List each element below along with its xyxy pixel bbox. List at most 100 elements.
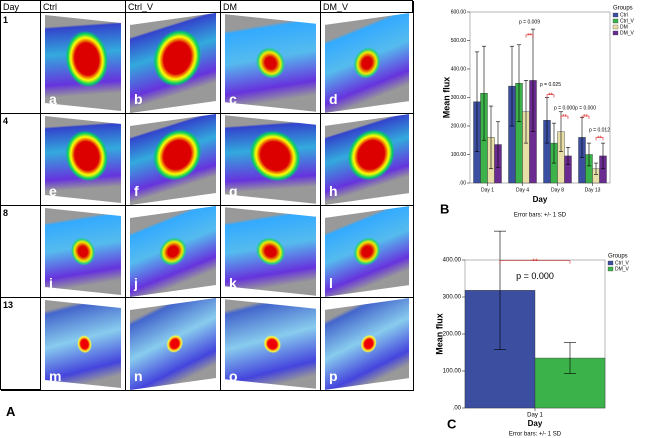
x-tick-label: Day 1 [481, 187, 494, 193]
y-tick-label: 400.00 [443, 258, 462, 264]
column-header: Ctrl_V [126, 1, 221, 13]
panel-label: C [447, 416, 457, 431]
x-tick-label: Day 4 [516, 187, 529, 193]
image-letter: m [49, 368, 62, 384]
y-tick-label: 600.00 [451, 9, 467, 15]
footnote: Error bars: +/- 1 SD [509, 432, 562, 438]
legend-label: Ctrl_V [615, 260, 630, 266]
legend-label: Ctrl_V [620, 18, 635, 24]
significance-bracket [595, 137, 604, 141]
day-label: 13 [1, 298, 41, 391]
legend-swatch [612, 18, 619, 24]
image-cell: i [41, 206, 126, 298]
significance-stars: ** [527, 33, 532, 39]
legend-label: DM_V [615, 266, 630, 272]
significance-stars: ** [583, 115, 588, 121]
image-cell: d [321, 13, 414, 114]
image-cell: n [126, 298, 221, 391]
significance-bracket [546, 94, 555, 98]
day-label: 8 [1, 206, 41, 298]
p-value: p = 0.012 [589, 128, 610, 134]
significance-stars: ** [562, 115, 567, 121]
column-header: Day [1, 1, 41, 13]
y-axis-label: Mean flux [441, 77, 451, 119]
image-cell: f [126, 114, 221, 206]
legend-label: Ctrl [620, 12, 628, 18]
significance-bracket [581, 115, 590, 120]
y-tick-label: 500.00 [451, 38, 467, 44]
significance-bracket [499, 260, 571, 264]
y-tick-label: 200.00 [443, 332, 462, 338]
x-tick-label: Day 1 [527, 413, 543, 419]
legend-swatch [607, 260, 614, 266]
image-cell: m [41, 298, 126, 391]
image-cell: e [41, 114, 126, 206]
significance-bracket [525, 34, 534, 38]
image-letter: l [329, 275, 333, 291]
x-tick-label: Day 8 [551, 187, 564, 193]
column-header: Ctrl [41, 1, 126, 13]
image-letter: j [134, 275, 138, 291]
image-cell: b [126, 13, 221, 114]
image-letter: n [134, 368, 143, 384]
significance-bracket [560, 115, 569, 120]
image-letter: d [329, 91, 338, 107]
image-table: Day Ctrl Ctrl_V DM DM_V 1 a b c d 4 e f g h 8 i j k l 13 m n o p [0, 0, 414, 391]
image-letter: g [229, 183, 238, 199]
image-cell: l [321, 206, 414, 298]
image-cell: h [321, 114, 414, 206]
image-letter: h [329, 183, 338, 199]
significance-stars: ** [548, 93, 553, 99]
image-letter: k [229, 275, 237, 291]
image-letter: p [329, 368, 338, 384]
legend-title: Groups [608, 254, 628, 260]
legend-swatch [612, 30, 619, 36]
p-value: p = 0.000 [516, 271, 554, 281]
y-tick-label: 300.00 [443, 295, 462, 301]
legend-title: Groups [613, 6, 633, 12]
y-tick-label: 100.00 [451, 152, 467, 158]
y-tick-label: .00 [453, 406, 462, 412]
panel-label: A [6, 404, 16, 419]
day-label: 1 [1, 13, 41, 114]
legend-label: DM [620, 24, 628, 30]
image-cell: g [221, 114, 321, 206]
p-value: p = 0.000 [575, 106, 596, 112]
image-letter: o [229, 368, 238, 384]
footnote: Error bars: +/- 1 SD [514, 213, 567, 219]
image-letter: f [134, 183, 139, 199]
image-letter: a [49, 91, 57, 107]
legend-label: DM_V [620, 30, 635, 36]
p-value: p = 0.025 [540, 82, 561, 88]
x-tick-label: Day 13 [585, 187, 601, 193]
p-value: p = 0.000 [554, 106, 575, 112]
legend-swatch [612, 24, 619, 30]
y-tick-label: 400.00 [451, 66, 467, 72]
y-tick-label: 100.00 [443, 369, 462, 375]
image-cell: o [221, 298, 321, 391]
x-axis-label: Day [528, 419, 543, 428]
y-tick-label: 300.00 [451, 95, 467, 101]
image-letter: i [49, 275, 53, 291]
day-label: 4 [1, 114, 41, 206]
significance-stars: ** [532, 259, 538, 266]
image-letter: b [134, 91, 143, 107]
image-letter: e [49, 183, 57, 199]
image-cell: c [221, 13, 321, 114]
column-header: DM [221, 1, 321, 13]
panel-label: B [440, 201, 449, 216]
image-cell: p [321, 298, 414, 391]
column-header: DM_V [321, 1, 414, 13]
legend-swatch [607, 266, 614, 272]
image-cell: a [41, 13, 126, 114]
y-tick-label: .00 [459, 180, 466, 186]
legend-swatch [612, 12, 619, 18]
y-axis-label: Mean flux [434, 313, 444, 355]
image-cell: k [221, 206, 321, 298]
image-letter: c [229, 91, 237, 107]
image-cell: j [126, 206, 221, 298]
p-value: p = 0.009 [519, 19, 540, 25]
significance-stars: ** [597, 136, 602, 142]
